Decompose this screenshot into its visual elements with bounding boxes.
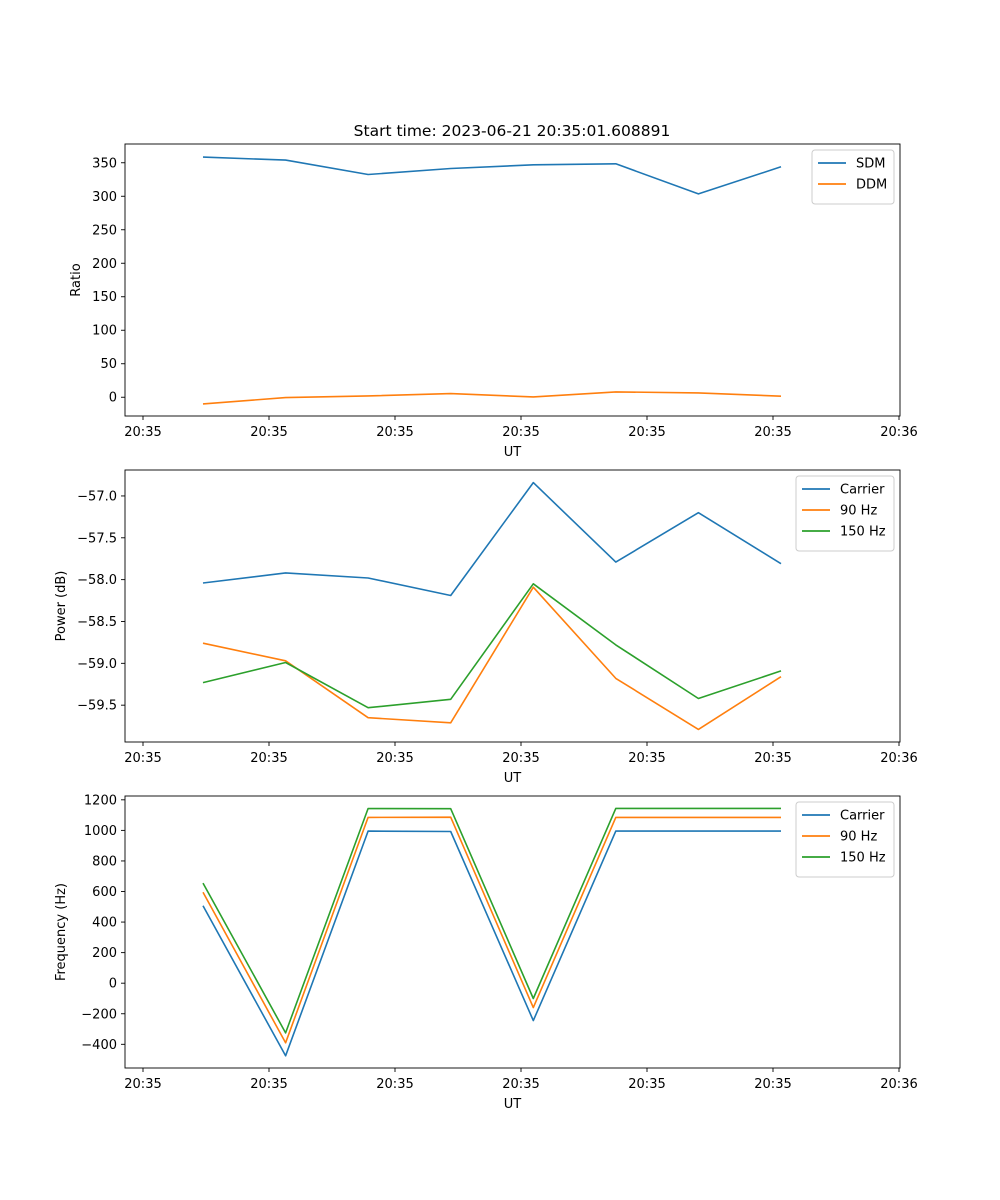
series-line-carrier <box>202 830 781 1057</box>
y-axis-label: Ratio <box>69 263 84 296</box>
y-tick-label: −58.0 <box>77 573 117 588</box>
x-tick-label: 20:36 <box>880 751 917 766</box>
x-axis-label: UT <box>504 1097 522 1112</box>
y-tick-label: 1000 <box>84 824 117 839</box>
x-tick-label: 20:35 <box>754 1077 791 1092</box>
y-tick-label: −57.5 <box>77 531 117 546</box>
y-tick-label: 600 <box>92 885 117 900</box>
y-tick-label: 300 <box>92 190 117 205</box>
y-tick-label: −59.0 <box>77 657 117 672</box>
x-tick-label: 20:35 <box>376 1077 413 1092</box>
y-axis-label: Frequency (Hz) <box>54 883 69 981</box>
x-tick-label: 20:36 <box>880 1077 917 1092</box>
x-tick-label: 20:35 <box>502 1077 539 1092</box>
y-tick-label: −59.5 <box>77 699 117 714</box>
x-tick-label: 20:35 <box>250 751 287 766</box>
legend-label: SDM <box>856 157 885 172</box>
y-tick-label: −57.0 <box>77 489 117 504</box>
legend-label: Carrier <box>840 809 885 824</box>
chart-panel-2: 20:35 20:35 20:35 20:35 20:35 20:35 20:36 −59.5… <box>54 469 918 786</box>
x-tick-label: 20:35 <box>250 425 287 440</box>
chart-panel-1: 20:35 20:35 20:35 20:35 20:35 20:35 20:36 0 50 10… <box>69 143 918 460</box>
series-line-150-hz <box>202 807 781 1034</box>
series-line-ddm <box>202 391 782 405</box>
legend-box <box>795 801 895 878</box>
y-tick-label: −400 <box>81 1038 117 1053</box>
x-tick-label: 20:35 <box>628 425 665 440</box>
series-line-sdm <box>202 156 782 195</box>
axes-frame <box>124 469 901 743</box>
x-tick-label: 20:36 <box>880 425 917 440</box>
y-tick-label: 1200 <box>84 793 117 808</box>
legend-label: Carrier <box>840 483 885 498</box>
y-axis-label: Power (dB) <box>54 571 69 642</box>
chart-panel-3: 20:35 20:35 20:35 20:35 20:35 20:35 20:36 −400 −… <box>54 793 918 1112</box>
axes-frame <box>124 795 901 1069</box>
x-tick-label: 20:35 <box>754 425 791 440</box>
x-tick-label: 20:35 <box>124 425 161 440</box>
y-tick-label: 150 <box>92 290 117 305</box>
y-tick-label: 0 <box>109 977 117 992</box>
x-tick-label: 20:35 <box>502 425 539 440</box>
y-tick-label: 200 <box>92 257 117 272</box>
x-tick-label: 20:35 <box>124 751 161 766</box>
x-axis-label: UT <box>504 445 522 460</box>
y-tick-label: 100 <box>92 324 117 339</box>
legend: SDM DDM <box>811 149 895 205</box>
y-tick-label: 400 <box>92 916 117 931</box>
x-tick-label: 20:35 <box>628 1077 665 1092</box>
x-axis-label: UT <box>504 771 522 786</box>
y-tick-label: −200 <box>81 1007 117 1022</box>
y-tick-label: −58.5 <box>77 615 117 630</box>
series-line-90-hz <box>202 816 781 1044</box>
x-tick-label: 20:35 <box>754 751 791 766</box>
legend: Carrier 90 Hz 150 Hz <box>795 801 895 878</box>
y-tick-label: 250 <box>92 223 117 238</box>
y-tick-label: 0 <box>109 391 117 406</box>
series-line-carrier <box>202 481 782 597</box>
legend-label: DDM <box>856 178 887 193</box>
x-tick-label: 20:35 <box>376 425 413 440</box>
legend-label: 90 Hz <box>840 830 877 845</box>
legend-box <box>795 475 895 552</box>
axes-frame <box>124 143 901 417</box>
x-tick-label: 20:35 <box>628 751 665 766</box>
legend-label: 150 Hz <box>840 525 886 540</box>
chart-panels: 20:35 20:35 20:35 20:35 20:35 20:35 20:36 0 50 10… <box>54 143 918 1112</box>
x-tick-label: 20:35 <box>124 1077 161 1092</box>
y-tick-label: 50 <box>100 357 117 372</box>
legend-label: 90 Hz <box>840 504 877 519</box>
legend-label: 150 Hz <box>840 851 886 866</box>
figure-title: Start time: 2023-06-21 20:35:01.608891 <box>354 122 671 140</box>
y-tick-label: 350 <box>92 156 117 171</box>
x-tick-label: 20:35 <box>502 751 539 766</box>
x-tick-label: 20:35 <box>376 751 413 766</box>
legend: Carrier 90 Hz 150 Hz <box>795 475 895 552</box>
series-line-150-hz <box>202 582 782 709</box>
x-tick-label: 20:35 <box>250 1077 287 1092</box>
y-tick-label: 800 <box>92 854 117 869</box>
y-tick-label: 200 <box>92 946 117 961</box>
